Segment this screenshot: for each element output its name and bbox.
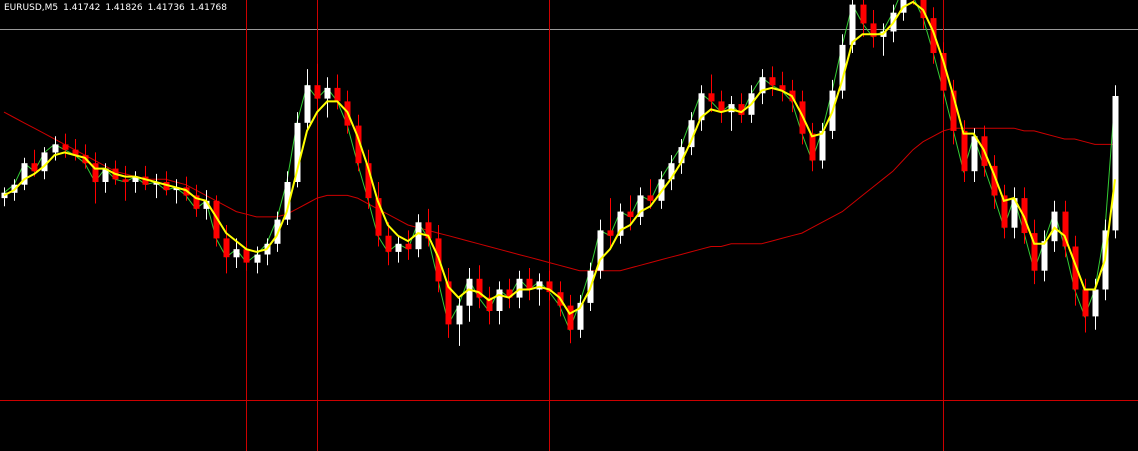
candle-body-70 xyxy=(708,93,715,102)
candle-body-46 xyxy=(466,278,473,306)
candle-body-35 xyxy=(355,125,362,164)
candle-body-108 xyxy=(1092,289,1099,317)
candle-body-47 xyxy=(476,278,483,298)
fast-ma-line xyxy=(3,0,1116,316)
candle-body-52 xyxy=(526,278,533,290)
candle-body-13 xyxy=(132,176,139,182)
candle-body-73 xyxy=(738,104,745,115)
candle-body-93 xyxy=(940,53,947,91)
candle-body-67 xyxy=(678,147,685,164)
candle-body-104 xyxy=(1051,211,1058,242)
candle-body-57 xyxy=(577,302,584,330)
candle-body-107 xyxy=(1082,289,1089,317)
candle-body-32 xyxy=(324,87,331,99)
candle-body-85 xyxy=(860,4,867,24)
open-price: 1.41742 xyxy=(63,3,101,13)
candle-body-42 xyxy=(425,222,432,239)
candle-body-3 xyxy=(31,163,38,172)
candle-body-21 xyxy=(213,200,220,239)
candle-body-63 xyxy=(637,195,644,217)
candle-body-37 xyxy=(375,198,382,236)
candle-body-7 xyxy=(72,149,79,156)
candle-body-102 xyxy=(1031,233,1038,271)
candle-body-6 xyxy=(62,144,69,150)
candle-body-29 xyxy=(294,122,301,182)
candle-body-38 xyxy=(385,235,392,252)
candle-body-84 xyxy=(849,4,856,45)
low-price: 1.41736 xyxy=(147,3,185,13)
candle-body-40 xyxy=(405,243,412,250)
candle-body-51 xyxy=(516,278,523,298)
candle-body-31 xyxy=(314,85,321,99)
candle-body-75 xyxy=(759,77,766,94)
candle-body-83 xyxy=(839,44,846,91)
candle-body-20 xyxy=(203,200,210,209)
candle-body-12 xyxy=(122,179,129,182)
candle-body-17 xyxy=(173,187,180,191)
candle-body-99 xyxy=(1001,195,1008,228)
candle-body-16 xyxy=(163,182,170,191)
candle-body-69 xyxy=(698,93,705,121)
candle-body-76 xyxy=(769,77,776,86)
candle-body-106 xyxy=(1072,246,1079,290)
candle-body-45 xyxy=(456,305,463,325)
candle-body-2 xyxy=(21,163,28,185)
chart-header: EURUSD,M5 1.41742 1.41826 1.41736 1.41768 xyxy=(4,3,232,13)
candle-body-72 xyxy=(728,104,735,113)
candle-body-9 xyxy=(92,163,99,182)
candle-body-15 xyxy=(153,182,160,185)
candle-body-24 xyxy=(243,249,250,263)
candle-body-39 xyxy=(395,243,402,252)
candle-body-49 xyxy=(496,289,503,311)
candle-body-22 xyxy=(223,238,230,258)
candle-body-59 xyxy=(597,230,604,271)
candle-body-100 xyxy=(1011,198,1018,228)
candle-body-96 xyxy=(971,136,978,172)
candle-body-103 xyxy=(1041,241,1048,271)
candle-body-98 xyxy=(991,165,998,196)
candle-body-61 xyxy=(617,211,624,236)
candle-body-71 xyxy=(718,101,725,113)
slow-ma-line xyxy=(3,111,1115,272)
candle-body-54 xyxy=(546,281,553,293)
high-price: 1.41826 xyxy=(105,3,143,13)
candle-body-110 xyxy=(1112,96,1119,231)
candle-body-28 xyxy=(284,182,291,220)
candle-body-33 xyxy=(334,87,341,102)
symbol-timeframe: EURUSD,M5 xyxy=(4,3,59,13)
candle-body-5 xyxy=(52,144,59,153)
candle-body-62 xyxy=(627,211,634,217)
candle-body-56 xyxy=(567,305,574,330)
candle-body-94 xyxy=(950,90,957,131)
candle-body-4 xyxy=(41,152,48,172)
candle-body-86 xyxy=(870,23,877,37)
candle-body-95 xyxy=(961,130,968,172)
candle-body-36 xyxy=(365,163,372,199)
candle-body-64 xyxy=(647,195,654,201)
candle-body-81 xyxy=(819,130,826,161)
candle-body-66 xyxy=(668,163,675,180)
candle-body-60 xyxy=(607,230,614,236)
candle-body-80 xyxy=(809,133,816,161)
close-line xyxy=(3,0,1116,332)
close-price: 1.41768 xyxy=(189,3,227,13)
candle-body-44 xyxy=(445,281,452,325)
candle-body-19 xyxy=(193,195,200,209)
candle-body-41 xyxy=(415,222,422,250)
candle-body-53 xyxy=(536,281,543,290)
candle-body-30 xyxy=(304,85,311,123)
candle-body-25 xyxy=(254,254,261,263)
candle-body-68 xyxy=(688,120,695,148)
candle-body-48 xyxy=(486,297,493,311)
candle-body-14 xyxy=(142,176,149,185)
candle-body-10 xyxy=(102,168,109,182)
candle-body-23 xyxy=(233,249,240,258)
candle-body-77 xyxy=(779,85,786,91)
candle-body-92 xyxy=(930,18,937,54)
candle-body-105 xyxy=(1062,211,1069,247)
candle-body-50 xyxy=(506,289,513,298)
